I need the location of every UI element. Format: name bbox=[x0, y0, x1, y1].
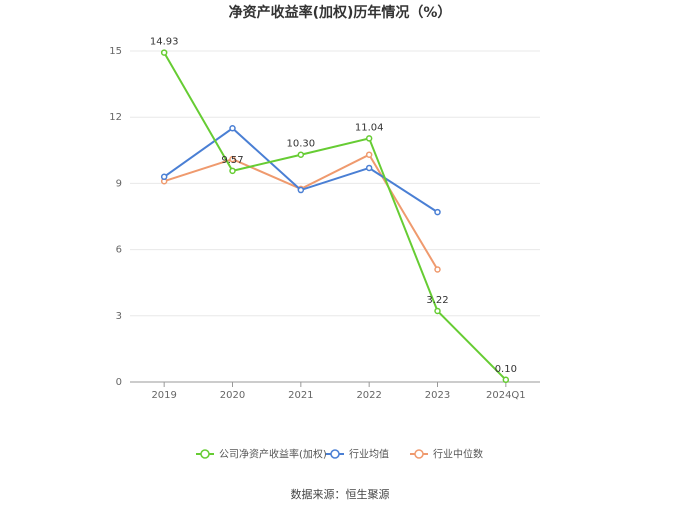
legend-label: 行业中位数 bbox=[433, 448, 483, 461]
legend-label: 公司净资产收益率(加权) bbox=[219, 448, 327, 461]
x-tick-label: 2023 bbox=[425, 390, 450, 401]
data-labels: 14.93 9.57 10.30 11.04 3.22 0.10 bbox=[150, 37, 517, 375]
y-axis: 0 3 6 9 12 15 bbox=[109, 46, 122, 388]
y-tick-label: 0 bbox=[116, 377, 122, 388]
data-label: 0.10 bbox=[495, 364, 517, 375]
data-point bbox=[365, 135, 373, 142]
data-point bbox=[434, 208, 441, 216]
data-point bbox=[365, 164, 373, 172]
x-tick-label: 2021 bbox=[288, 390, 313, 401]
data-point bbox=[160, 173, 168, 181]
chart-title: 净资产收益率(加权)历年情况（%） bbox=[229, 4, 452, 21]
series-line bbox=[163, 153, 439, 270]
legend[interactable]: 公司净资产收益率(加权) 行业均值 行业中位数 bbox=[196, 448, 483, 461]
legend-swatch-marker bbox=[414, 449, 424, 459]
data-point bbox=[229, 155, 236, 163]
legend-swatch-marker bbox=[200, 449, 210, 459]
data-point bbox=[229, 125, 236, 132]
legend-label: 行业均值 bbox=[349, 448, 389, 461]
legend-item[interactable]: 行业中位数 bbox=[410, 448, 483, 461]
data-point bbox=[502, 376, 510, 384]
data-point bbox=[297, 151, 305, 158]
data-point bbox=[365, 151, 373, 158]
x-tick-label: 2022 bbox=[356, 390, 381, 401]
data-label: 11.04 bbox=[355, 122, 384, 133]
y-tick-label: 3 bbox=[116, 311, 122, 322]
grid-lines bbox=[130, 50, 540, 317]
legend-swatch-marker bbox=[330, 449, 340, 459]
series-行业均值 bbox=[160, 125, 441, 216]
series-line bbox=[163, 52, 507, 381]
legend-item[interactable]: 公司净资产收益率(加权) bbox=[196, 448, 327, 461]
x-tick-label: 2020 bbox=[220, 390, 245, 401]
data-label: 14.93 bbox=[150, 37, 179, 48]
y-tick-label: 9 bbox=[116, 178, 122, 189]
series-group bbox=[160, 49, 510, 384]
source-text: 数据来源：恒生聚源 bbox=[291, 487, 390, 501]
data-point bbox=[434, 307, 441, 315]
data-point bbox=[160, 49, 168, 56]
y-tick-label: 15 bbox=[109, 46, 122, 57]
legend-item[interactable]: 行业均值 bbox=[326, 448, 389, 461]
series-公司净资产收益率(加权) bbox=[160, 49, 510, 384]
x-axis: 2019 2020 2021 2022 2023 2024Q1 bbox=[130, 381, 540, 401]
data-label: 3.22 bbox=[426, 295, 448, 306]
data-label: 9.57 bbox=[221, 155, 243, 166]
y-tick-label: 6 bbox=[116, 245, 122, 256]
data-point bbox=[229, 167, 236, 175]
y-tick-label: 12 bbox=[109, 112, 122, 123]
data-label: 10.30 bbox=[287, 139, 316, 150]
data-point bbox=[434, 266, 441, 273]
x-tick-label: 2019 bbox=[151, 390, 176, 401]
x-tick-label: 2024Q1 bbox=[486, 390, 526, 401]
data-point bbox=[297, 186, 305, 194]
